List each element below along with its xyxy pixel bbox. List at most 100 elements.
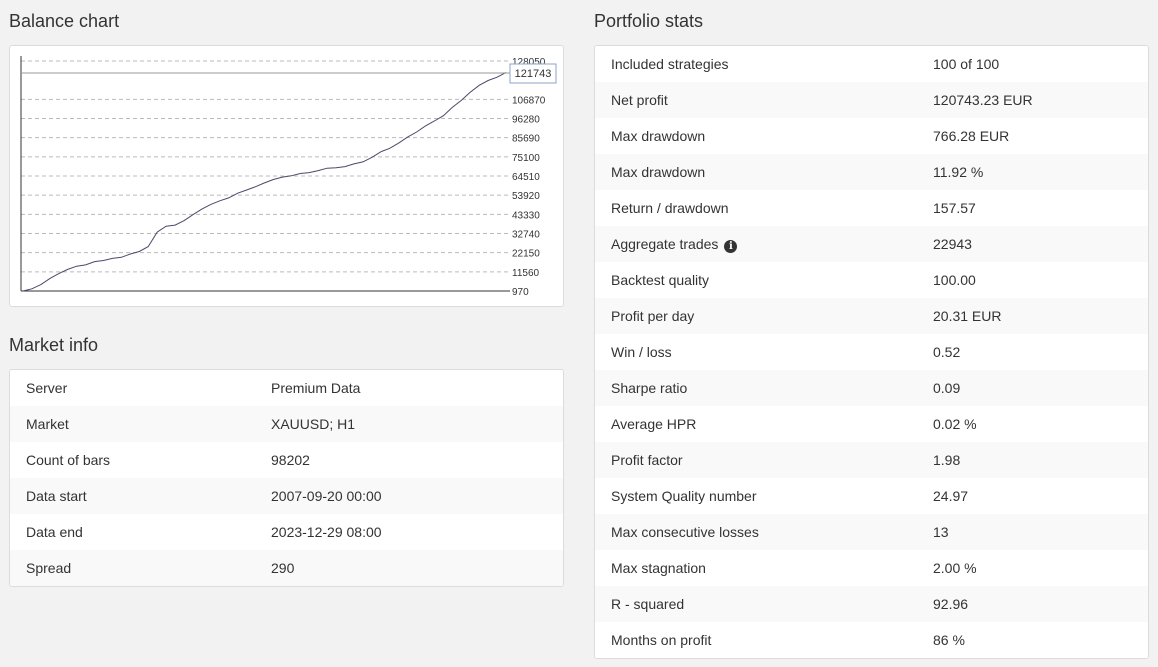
y-tick-label: 64510	[512, 172, 540, 183]
balance-chart: 128050 106870 96280 85690 75100 64510 53920 433…	[20, 56, 557, 298]
stats-label: Profit factor	[595, 442, 917, 478]
stats-label: Max consecutive losses	[595, 514, 917, 550]
market-row-data-start: Data start 2007-09-20 00:00	[10, 478, 563, 514]
stats-label: Aggregate trades i	[595, 226, 917, 262]
market-row-server: Server Premium Data	[10, 370, 563, 406]
market-row-count-of-bars: Count of bars 98202	[10, 442, 563, 478]
stats-label-text: Win / loss	[611, 344, 672, 360]
stats-value: 0.09	[917, 370, 1148, 406]
stats-value: 100.00	[917, 262, 1148, 298]
stats-value: 13	[917, 514, 1148, 550]
market-info-title: Market info	[9, 335, 99, 355]
stats-label: Average HPR	[595, 406, 917, 442]
stats-label-text: Return / drawdown	[611, 200, 729, 216]
stats-row-profit-per-day: Profit per day 20.31 EUR	[595, 298, 1148, 334]
stats-row-net-profit: Net profit 120743.23 EUR	[595, 82, 1148, 118]
stats-label: R - squared	[595, 586, 917, 622]
stats-label-text: Profit per day	[611, 308, 695, 324]
y-tick-label: 106870	[512, 95, 546, 106]
stats-value: 92.96	[917, 586, 1148, 622]
market-value: Premium Data	[255, 370, 563, 406]
y-tick-label: 53920	[512, 191, 540, 202]
y-tick-label: 85690	[512, 134, 540, 145]
stats-label: Max stagnation	[595, 550, 917, 586]
stats-label-text: R - squared	[611, 596, 685, 612]
stats-label-text: Profit factor	[611, 452, 683, 468]
stats-value: 11.92 %	[917, 154, 1148, 190]
stats-value: 2.00 %	[917, 550, 1148, 586]
stats-value: 1.98	[917, 442, 1148, 478]
stats-label: Months on profit	[595, 622, 917, 658]
stats-label-text: Sharpe ratio	[611, 380, 688, 396]
stats-row-profit-factor: Profit factor 1.98	[595, 442, 1148, 478]
stats-label: Backtest quality	[595, 262, 917, 298]
stats-label-text: Average HPR	[611, 416, 697, 432]
market-row-data-end: Data end 2023-12-29 08:00	[10, 514, 563, 550]
market-label-text: Market	[26, 416, 69, 432]
stats-label: System Quality number	[595, 478, 917, 514]
market-label-text: Count of bars	[26, 452, 111, 468]
stats-row-aggregate-trades: Aggregate trades i 22943	[595, 226, 1148, 262]
stats-value: 766.28 EUR	[917, 118, 1148, 154]
stats-row-max-consecutive-losses: Max consecutive losses 13	[595, 514, 1148, 550]
market-row-spread: Spread 290	[10, 550, 563, 586]
stats-label-text: Max drawdown	[611, 164, 706, 180]
stats-row-backtest-quality: Backtest quality 100.00	[595, 262, 1148, 298]
stats-row-r-squared: R - squared 92.96	[595, 586, 1148, 622]
y-tick-label: 32740	[512, 230, 540, 241]
stats-value: 0.52	[917, 334, 1148, 370]
y-tick-label: 970	[512, 287, 529, 298]
market-value: 2023-12-29 08:00	[255, 514, 563, 550]
stats-row-max-drawdown: Max drawdown 11.92 %	[595, 154, 1148, 190]
market-label: Server	[10, 370, 255, 406]
stats-label-text: Max drawdown	[611, 128, 706, 144]
stats-row-system-quality-number: System Quality number 24.97	[595, 478, 1148, 514]
y-tick-label: 128050	[512, 57, 546, 68]
market-info-table: Server Premium Data Market XAUUSD; H1 Count …	[10, 370, 563, 586]
stats-row-win-loss: Win / loss 0.52	[595, 334, 1148, 370]
stats-label: Max drawdown	[595, 154, 917, 190]
stats-label-text: Net profit	[611, 92, 668, 108]
stats-label-text: Aggregate trades	[611, 235, 719, 252]
current-value-box	[509, 63, 557, 84]
info-circle-icon[interactable]: i	[724, 239, 738, 253]
stats-value: 20.31 EUR	[917, 298, 1148, 334]
current-value-label: 121743	[515, 68, 552, 80]
stats-label: Max drawdown	[595, 118, 917, 154]
stats-value: 157.57	[917, 190, 1148, 226]
stats-label: Net profit	[595, 82, 917, 118]
stats-row-return-drawdown: Return / drawdown 157.57	[595, 190, 1148, 226]
stats-value: 100 of 100	[917, 46, 1148, 82]
stats-value: 22943	[917, 226, 1148, 262]
market-value: 2007-09-20 00:00	[255, 478, 563, 514]
market-row-market: Market XAUUSD; H1	[10, 406, 563, 442]
market-value: 98202	[255, 442, 563, 478]
stats-label-text: System Quality number	[611, 488, 757, 504]
market-label-text: Data end	[26, 524, 83, 540]
stats-label-text: Months on profit	[611, 632, 712, 648]
balance-chart-panel: 128050 106870 96280 85690 75100 64510 53920 433…	[9, 45, 564, 307]
stats-label: Return / drawdown	[595, 190, 917, 226]
market-value: 290	[255, 550, 563, 586]
stats-value: 120743.23 EUR	[917, 82, 1148, 118]
stats-row-average-hpr: Average HPR 0.02 %	[595, 406, 1148, 442]
market-label: Spread	[10, 550, 255, 586]
y-tick-label: 22150	[512, 249, 540, 260]
stats-label-text: Included strategies	[611, 56, 729, 72]
stats-label: Win / loss	[595, 334, 917, 370]
stats-row-included-strategies: Included strategies 100 of 100	[595, 46, 1148, 82]
market-info-panel: Server Premium Data Market XAUUSD; H1 Count …	[9, 369, 564, 587]
market-label-text: Spread	[26, 560, 72, 576]
y-tick-label: 43330	[512, 210, 540, 221]
portfolio-stats-title: Portfolio stats	[594, 11, 704, 31]
y-tick-label: 96280	[512, 115, 540, 126]
market-label: Data end	[10, 514, 255, 550]
stats-row-max-drawdown: Max drawdown 766.28 EUR	[595, 118, 1148, 154]
stats-row-max-stagnation: Max stagnation 2.00 %	[595, 550, 1148, 586]
stats-label: Sharpe ratio	[595, 370, 917, 406]
stats-row-months-on-profit: Months on profit 86 %	[595, 622, 1148, 658]
market-label-text: Data start	[26, 488, 87, 504]
stats-label: Included strategies	[595, 46, 917, 82]
market-label: Data start	[10, 478, 255, 514]
stats-label: Profit per day	[595, 298, 917, 334]
